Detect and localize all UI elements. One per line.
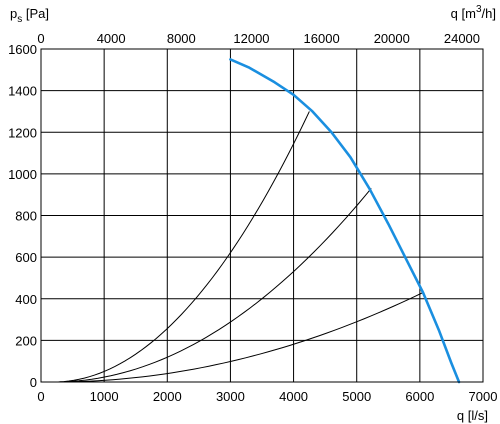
- x-top-tick-label: 8000: [167, 31, 196, 46]
- y-tick-label: 600: [15, 250, 37, 265]
- x-bottom-tick-label: 0: [37, 389, 44, 404]
- x-top-tick-label: 4000: [97, 31, 126, 46]
- x-top-tick-label: 0: [37, 31, 44, 46]
- x-top-tick-label: 12000: [233, 31, 269, 46]
- x-bottom-tick-label: 3000: [216, 389, 245, 404]
- x-top-tick-label: 24000: [444, 31, 480, 46]
- x-bottom-tick-label: 7000: [469, 389, 498, 404]
- system-curve: [53, 111, 310, 383]
- system-curve: [53, 188, 372, 383]
- x-top-tick-label: 20000: [374, 31, 410, 46]
- fan-curve: [229, 58, 461, 384]
- x-top-axis-label: q [m3/h]: [451, 4, 496, 21]
- x-bottom-tick-label: 4000: [279, 389, 308, 404]
- y-axis-label-main: p: [10, 6, 17, 21]
- y-axis-label-subscript: s: [17, 14, 22, 25]
- x-top-tick-label: 16000: [304, 31, 340, 46]
- x-top-label-suffix: /h]: [482, 6, 496, 21]
- y-tick-label: 1600: [8, 42, 37, 57]
- plot-frame: [40, 48, 484, 383]
- y-tick-label: 1400: [8, 84, 37, 99]
- y-tick-label: 200: [15, 333, 37, 348]
- grid: [41, 49, 483, 382]
- y-tick-label: 400: [15, 292, 37, 307]
- y-axis-label: ps [Pa]: [10, 6, 49, 25]
- y-tick-label: 800: [15, 209, 37, 224]
- x-bottom-tick-label: 5000: [342, 389, 371, 404]
- y-axis-label-unit: [Pa]: [22, 6, 49, 21]
- y-tick-label: 1200: [8, 125, 37, 140]
- y-tick-label: 0: [30, 375, 37, 390]
- x-bottom-tick-label: 1000: [90, 389, 119, 404]
- curves: [53, 58, 461, 384]
- x-bottom-tick-label: 6000: [405, 389, 434, 404]
- y-tick-label: 1000: [8, 167, 37, 182]
- x-top-label-prefix: q [m: [451, 6, 476, 21]
- x-bottom-tick-label: 2000: [153, 389, 182, 404]
- x-top-label-superscript: 3: [476, 4, 482, 15]
- x-bottom-axis-label: q [l/s]: [457, 408, 488, 423]
- system-curve: [53, 292, 424, 383]
